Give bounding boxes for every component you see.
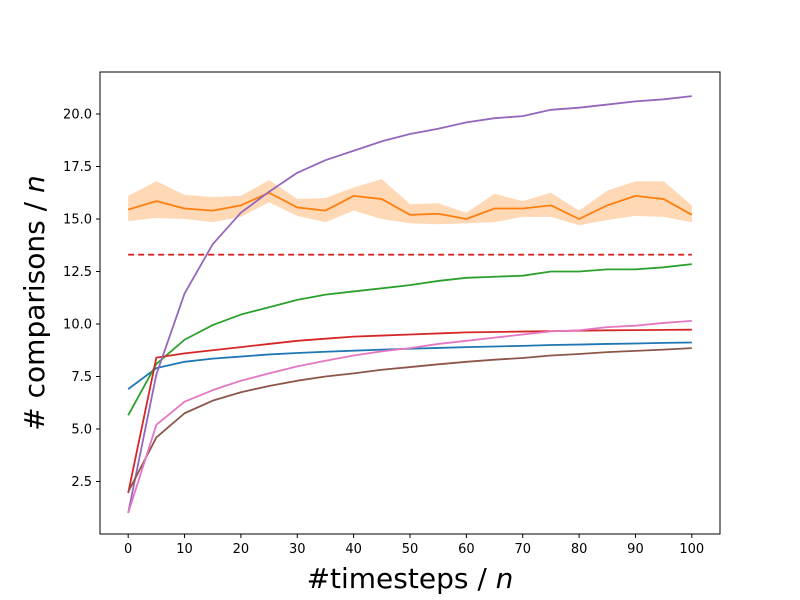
x-axis-label: #timesteps / n [307,562,514,595]
plot-area [127,95,693,514]
series-4-line [127,328,692,494]
series-2-line [127,191,693,220]
series-6-line [127,347,692,493]
y-axis-ticks: 2.5 5.0 7.5 10.0 12.5 15.0 17.5 20.0 [63,108,100,490]
x-tick-label: 0 [124,542,132,557]
series-5-line [127,95,692,514]
y-tick-label: 15.0 [63,213,92,228]
series-7-line [127,319,692,514]
x-axis-ticks: 0 10 20 30 40 50 60 70 80 90 100 [124,534,704,557]
y-tick-label: 20.0 [63,108,92,123]
x-tick-label: 40 [345,542,362,557]
y-tick-label: 2.5 [71,475,92,490]
x-tick-label: 60 [458,542,475,557]
x-tick-label: 90 [627,542,644,557]
plot-frame [99,71,721,535]
x-tick-label: 20 [233,542,250,557]
y-tick-label: 12.5 [63,265,92,280]
y-tick-label: 7.5 [71,370,92,385]
y-axis-label: # comparisons / n [18,175,51,430]
x-tick-label: 80 [571,542,588,557]
y-tick-label: 5.0 [71,423,92,438]
x-tick-label: 10 [176,542,193,557]
x-tick-label: 30 [289,542,306,557]
y-tick-label: 17.5 [63,160,92,175]
series-3-line [127,263,692,416]
series-2-band [128,179,692,226]
x-tick-label: 100 [679,542,704,557]
x-tick-label: 50 [402,542,419,557]
y-tick-label: 10.0 [63,318,92,333]
x-tick-label: 70 [514,542,531,557]
